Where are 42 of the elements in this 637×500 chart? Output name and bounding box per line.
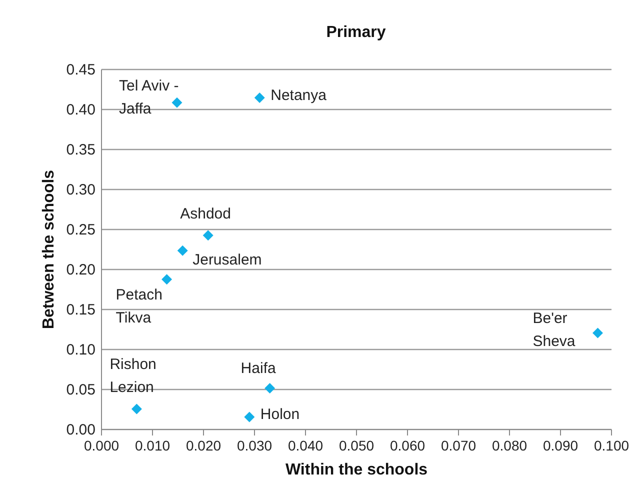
- x-tick-label: 0.040: [288, 438, 324, 454]
- y-tick-label: 0.15: [66, 302, 96, 318]
- x-tick-label: 0.010: [134, 438, 170, 454]
- annotation: Ashdod: [180, 205, 231, 222]
- annotation: Netanya: [270, 86, 328, 104]
- chart-title: Primary: [326, 24, 386, 41]
- y-tick-label: 0.30: [66, 182, 96, 198]
- annotation: Be'er Sheva: [532, 310, 576, 350]
- x-tick-label: 0.060: [390, 438, 426, 454]
- annotation: Jerusalem: [192, 252, 262, 269]
- y-tick-label: 0.00: [66, 422, 96, 438]
- x-tick-label: 0.000: [84, 438, 120, 454]
- point: [254, 92, 265, 104]
- annotation: Haifa: [240, 360, 276, 378]
- y-tick-label: 0.45: [66, 62, 96, 78]
- x-tick-label: 0.070: [440, 438, 476, 454]
- point: [131, 404, 142, 414]
- point: [592, 328, 603, 338]
- y-tick-label: 0.35: [66, 142, 96, 158]
- x-tick-label: 0.100: [594, 438, 630, 454]
- point: [162, 274, 172, 285]
- x-tick-label: 0.030: [236, 438, 272, 454]
- point: [202, 230, 214, 241]
- annotation: Petach Tikva: [116, 286, 162, 326]
- x-tick-label: 0.090: [542, 438, 578, 454]
- x-tick-label: 0.080: [492, 438, 528, 454]
- y-tick-label: 0.05: [66, 382, 96, 398]
- y-axis-title: Between the schools: [40, 170, 58, 330]
- annotation: Rishon Lezion: [110, 356, 156, 396]
- y-tick-label: 0.10: [66, 342, 96, 358]
- annotation: Holon: [260, 406, 300, 423]
- x-tick-label: 0.050: [338, 438, 374, 454]
- point: [172, 97, 182, 108]
- point: [244, 412, 255, 422]
- y-tick-label: 0.20: [66, 262, 96, 278]
- point: [264, 382, 276, 394]
- annotation: Tel Aviv - Jaffa: [118, 78, 179, 118]
- x-tick-label: 0.020: [186, 438, 222, 454]
- x-axis-title: Within the schools: [285, 462, 428, 478]
- y-tick-label: 0.40: [66, 102, 96, 118]
- point: [177, 245, 188, 256]
- y-tick-label: 0.25: [66, 222, 96, 238]
